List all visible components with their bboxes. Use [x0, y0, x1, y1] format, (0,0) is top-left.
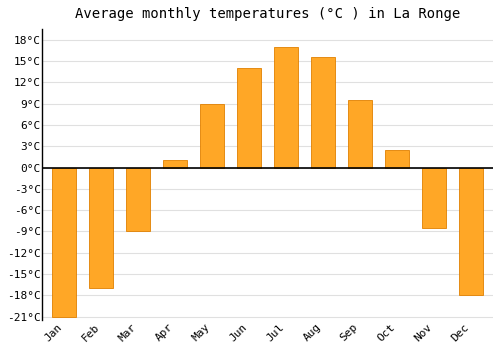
Bar [89, 168, 113, 288]
Bar [237, 68, 261, 168]
Bar [52, 168, 76, 317]
Bar [348, 100, 372, 168]
Bar [311, 57, 335, 168]
Bar [385, 150, 409, 168]
Bar [274, 47, 298, 168]
Bar [126, 168, 150, 231]
Bar [422, 168, 446, 228]
Bar [459, 168, 483, 295]
Title: Average monthly temperatures (°C ) in La Ronge: Average monthly temperatures (°C ) in La… [75, 7, 460, 21]
Bar [163, 160, 187, 168]
Bar [200, 104, 224, 168]
